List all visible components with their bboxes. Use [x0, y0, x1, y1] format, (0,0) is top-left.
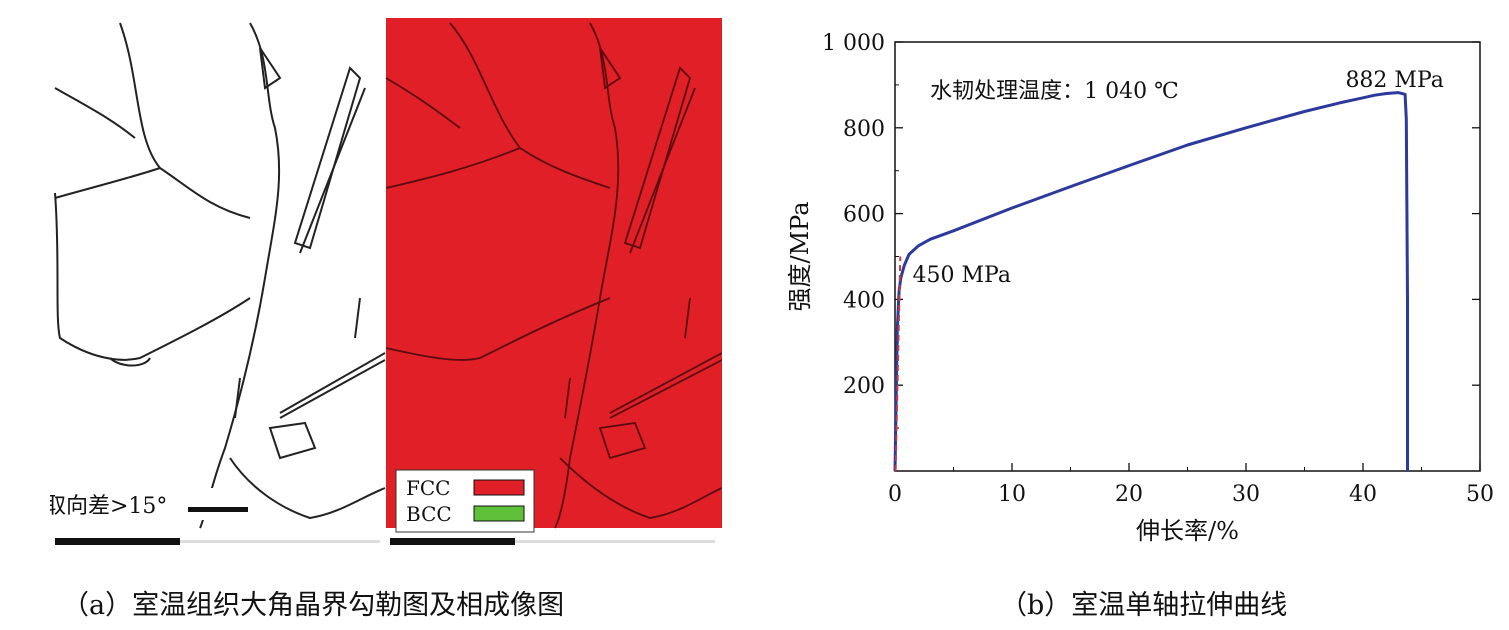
caption-b: （b）室温单轴拉伸曲线 [1000, 590, 1288, 621]
plot-frame [894, 41, 1481, 472]
axis-ticks: 0 10 20 30 40 50 200 400 600 800 1 000 [822, 31, 1494, 507]
x-tick-label-30: 30 [1232, 482, 1260, 507]
annotation-0: 水韧处理温度：1 040 ℃ [930, 79, 1179, 104]
scale-label: 取向差>15° [50, 494, 167, 519]
stress-strain-curve [893, 91, 1409, 472]
annotation-1: 882 MPa [1345, 68, 1443, 93]
elastic-offset-line [894, 256, 902, 472]
phase-map-boundaries [385, 22, 723, 529]
x-tick-label-40: 40 [1349, 482, 1377, 507]
x-tick-label-20: 20 [1115, 482, 1143, 507]
micron-bar-right [390, 538, 515, 545]
y-tick-label-400: 400 [843, 288, 885, 313]
legend-label-fcc: FCC [406, 476, 450, 500]
annotation-layer: 水韧处理温度：1 040 ℃ 882 MPa 450 MPa [913, 68, 1444, 288]
phase-legend: FCC BCC [395, 469, 535, 533]
series-layer [893, 91, 1409, 472]
micron-bar-left [55, 538, 180, 545]
y-tick-label-200: 200 [843, 374, 885, 399]
phase-map [386, 18, 722, 528]
y-tick-label-1000: 1 000 [822, 31, 885, 56]
legend-label-bcc: BCC [406, 502, 452, 526]
x-tick-label-10: 10 [998, 482, 1026, 507]
caption-a: （a）室温组织大角晶界勾勒图及相成像图 [62, 590, 565, 621]
tensile-chart: 0 10 20 30 40 50 200 400 600 800 1 000 水韧处理温度：1 04… [770, 20, 1505, 560]
x-tick-label-50: 50 [1466, 482, 1494, 507]
y-tick-label-600: 600 [843, 203, 885, 228]
x-tick-label-0: 0 [888, 482, 902, 507]
y-axis-label: 强度/MPa [786, 201, 814, 311]
micrograph-svg: 取向差>15° FCC BCC [44, 18, 723, 545]
chart-svg: 0 10 20 30 40 50 200 400 600 800 1 000 水韧处理温度：1 04… [786, 31, 1494, 545]
micrograph-panel: 取向差>15° FCC BCC [44, 18, 723, 558]
grain-boundaries [54, 22, 386, 529]
annotation-2: 450 MPa [913, 263, 1011, 288]
legend-swatch-bcc [473, 505, 525, 522]
y-tick-label-800: 800 [843, 117, 885, 142]
x-axis-label: 伸长率/% [1136, 517, 1239, 545]
grain-boundary-map [50, 18, 385, 528]
legend-swatch-fcc [473, 479, 525, 496]
scale-bar [188, 507, 248, 512]
